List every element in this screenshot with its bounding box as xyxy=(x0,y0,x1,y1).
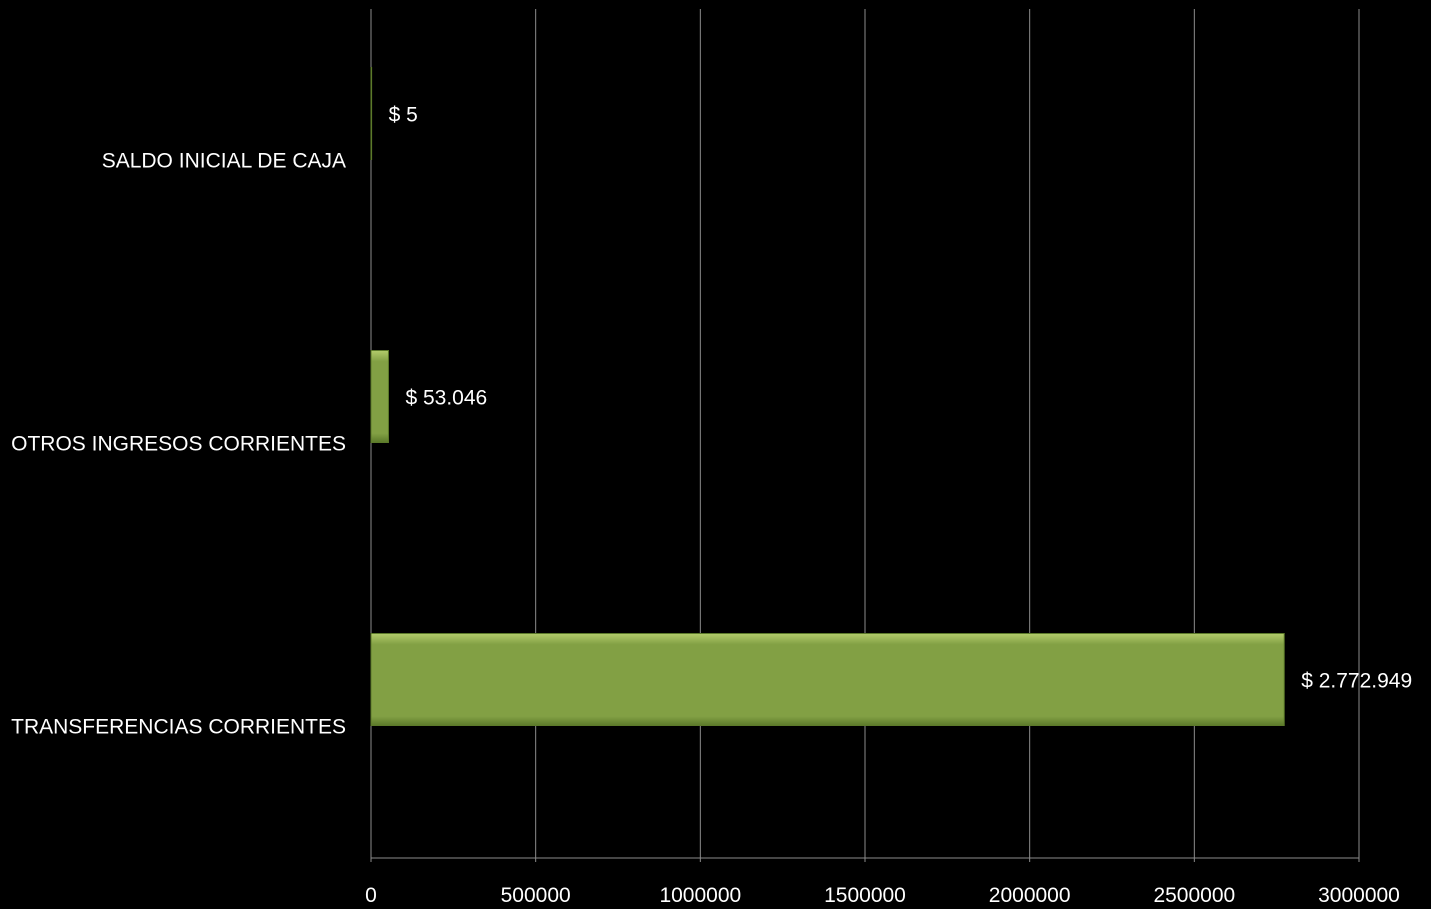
data-label: $ 2.772.949 xyxy=(1301,670,1412,693)
bars xyxy=(370,67,1285,726)
data-label: $ 5 xyxy=(389,104,418,127)
x-tick-label: 500000 xyxy=(501,884,571,907)
category-labels: TRANSFERENCIAS CORRIENTES OTROS INGRESOS … xyxy=(11,150,346,739)
bar xyxy=(370,633,1285,726)
category-label: OTROS INGRESOS CORRIENTES xyxy=(11,433,346,456)
x-tick-label: 1500000 xyxy=(824,884,906,907)
data-label: $ 53.046 xyxy=(405,387,487,410)
x-tick-label: 1000000 xyxy=(659,884,741,907)
bar xyxy=(370,350,389,443)
x-axis-tick-labels: 0 500000 1000000 1500000 2000000 2500000 30000… xyxy=(365,884,1400,907)
x-tick-label: 2000000 xyxy=(989,884,1071,907)
x-tick-label: 2500000 xyxy=(1153,884,1235,907)
category-label: SALDO INICIAL DE CAJA xyxy=(102,150,346,173)
bar xyxy=(370,67,373,160)
x-tick-label: 0 xyxy=(365,884,377,907)
data-labels: $ 2.772.949 $ 53.046 $ 5 xyxy=(389,104,1413,693)
category-label: TRANSFERENCIAS CORRIENTES xyxy=(11,716,346,739)
x-tick-label: 3000000 xyxy=(1318,884,1400,907)
